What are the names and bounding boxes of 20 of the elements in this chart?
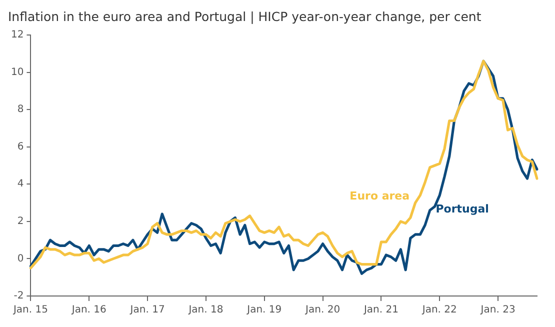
x-tick-label: Jan. 23 — [480, 304, 516, 316]
y-tick-label: 0 — [17, 253, 24, 264]
y-tick-label: 12 — [10, 30, 24, 41]
series-label: Euro area — [350, 190, 410, 203]
x-tick-label: Jan. 21 — [362, 304, 398, 316]
y-tick-label: 2 — [17, 216, 24, 228]
x-tick-label: Jan. 15 — [12, 304, 48, 316]
chart-title: Inflation in the euro area and Portugal | HICP year-on-year change, per cent — [8, 8, 482, 24]
y-tick-label: 10 — [10, 66, 24, 78]
y-tick-label: 4 — [17, 178, 24, 190]
y-tick-label: -2 — [14, 290, 24, 302]
y-tick-label: 6 — [17, 141, 24, 152]
x-tick-label: Jan. 22 — [421, 304, 457, 316]
x-tick-label: Jan. 20 — [304, 304, 340, 316]
x-tick-label: Jan. 17 — [129, 304, 165, 316]
y-tick-label: 8 — [17, 104, 24, 116]
x-tick-label: Jan. 19 — [246, 304, 282, 316]
x-tick-label: Jan. 16 — [70, 304, 106, 316]
x-tick-label: Jan. 18 — [188, 304, 224, 316]
series-label: Portugal — [436, 202, 489, 216]
